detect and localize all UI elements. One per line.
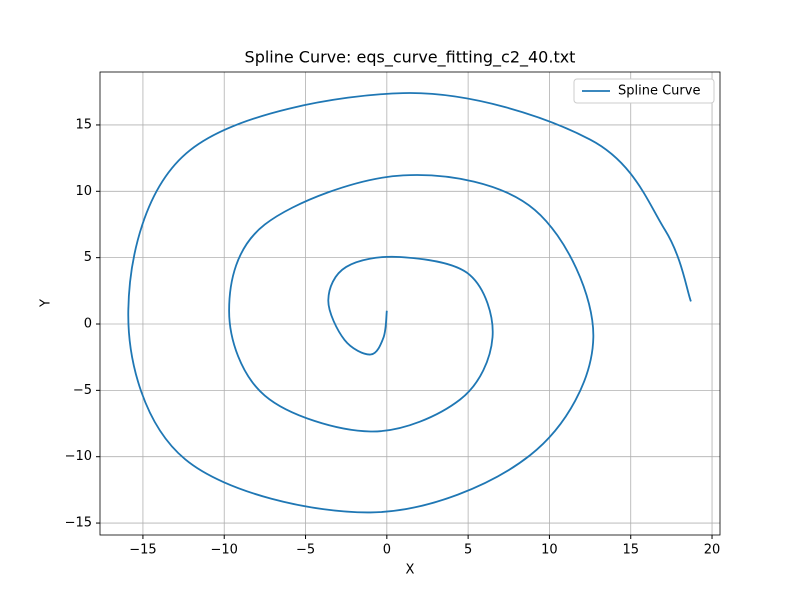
y-tick-label: 5 [84,250,92,265]
x-tick-label: 10 [541,543,558,558]
x-tick-label: 0 [383,543,391,558]
y-tick-label: 0 [84,317,92,332]
plot-frame [99,71,721,536]
y-tick-label: 10 [75,184,92,199]
legend-label: Spline Curve [618,84,700,99]
legend-box [573,78,715,104]
chart-title: Spline Curve: eqs_curve_fitting_c2_40.tx… [245,48,576,68]
x-tick-label: 20 [704,543,721,558]
x-axis-label: X [406,563,415,578]
x-tick-label: −5 [296,543,315,558]
y-tick-label: −10 [65,449,92,464]
x-tick-label: −10 [211,543,238,558]
x-tick-label: 15 [622,543,639,558]
y-tick-label: −15 [65,516,92,531]
line [127,92,692,514]
y-axis-label: Y [39,299,54,308]
y-tick-label: −5 [73,383,92,398]
x-tick-label: 5 [464,543,472,558]
x-tick-label: −15 [129,543,156,558]
y-tick-label: 15 [75,117,92,132]
